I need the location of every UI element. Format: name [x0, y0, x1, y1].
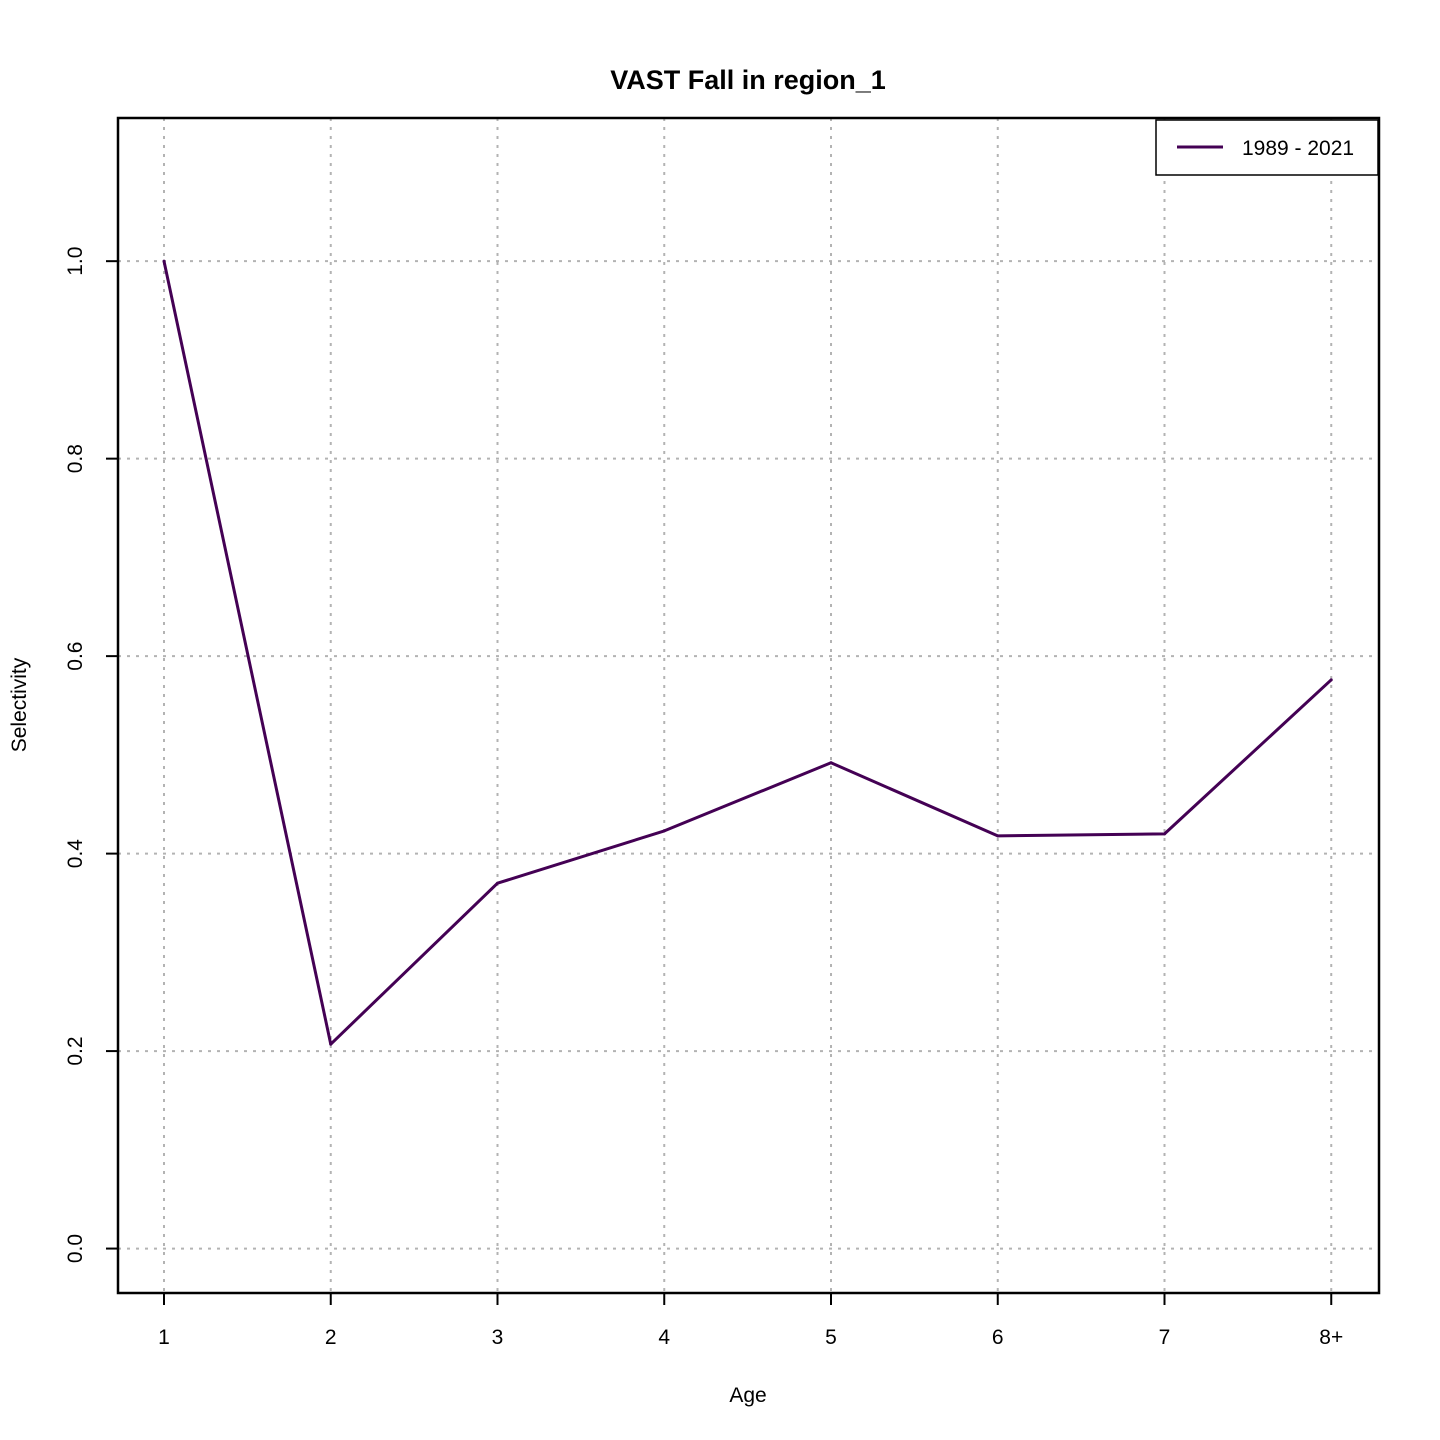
- series-layer: [162, 259, 1333, 1046]
- x-axis-label: Age: [729, 1384, 766, 1407]
- y-tick-label: 0.8: [64, 444, 87, 473]
- series-line: [162, 260, 1333, 1046]
- y-axis: 0.0 0.2 0.4 0.6 0.8 1.0: [64, 247, 118, 1263]
- data-point: [996, 834, 1000, 838]
- x-tick-label: 2: [325, 1326, 337, 1349]
- x-tick-label: 8+: [1319, 1326, 1343, 1349]
- x-tick-label: 5: [825, 1326, 837, 1349]
- x-tick-label: 4: [658, 1326, 670, 1349]
- data-point: [1329, 678, 1333, 682]
- y-tick-label: 0.2: [64, 1036, 87, 1065]
- y-axis-label: Selectivity: [8, 657, 31, 752]
- legend: 1989 - 2021: [1155, 119, 1379, 176]
- x-axis: 1 2 3 4 5 6 7 8+: [158, 1293, 1343, 1349]
- grid-layer: [118, 118, 1379, 1293]
- chart-title: VAST Fall in region_1: [610, 65, 886, 95]
- y-tick-label: 1.0: [64, 247, 87, 276]
- x-tick-label: 1: [158, 1326, 170, 1349]
- y-tick-label: 0.4: [64, 839, 87, 869]
- legend-entry-label: 1989 - 2021: [1242, 137, 1354, 160]
- data-point: [662, 829, 666, 833]
- data-point: [329, 1042, 333, 1046]
- x-tick-label: 7: [1159, 1326, 1171, 1349]
- plot-frame: [116, 116, 1381, 1295]
- data-point: [162, 259, 166, 263]
- y-tick-label: 0.6: [64, 642, 87, 671]
- legend-box: [1155, 119, 1379, 176]
- data-point: [829, 761, 833, 765]
- data-point: [1163, 832, 1166, 836]
- y-tick-label: 0.0: [64, 1234, 87, 1263]
- data-point: [496, 881, 499, 885]
- x-tick-label: 6: [992, 1326, 1004, 1349]
- x-tick-label: 3: [492, 1326, 504, 1349]
